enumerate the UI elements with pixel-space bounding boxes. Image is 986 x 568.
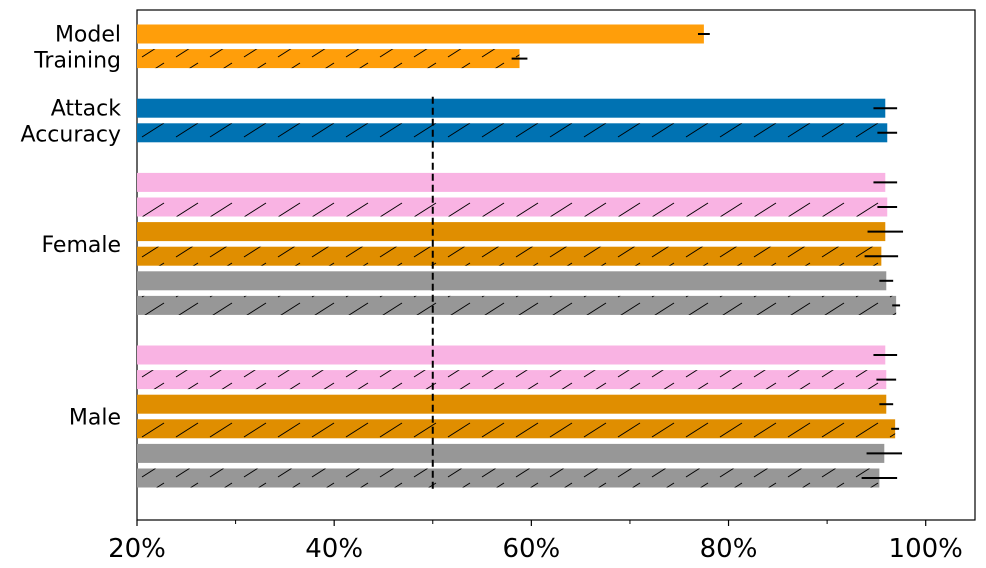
bar	[137, 443, 885, 463]
group-label: Attack	[51, 97, 121, 122]
x-tick-label: 100%	[889, 534, 963, 564]
bar-hatch	[137, 419, 896, 439]
x-tick-label: 80%	[700, 534, 758, 564]
bar	[137, 345, 886, 365]
bar-hatch	[137, 370, 887, 390]
bar-hatch	[137, 468, 880, 488]
bar-hatch	[137, 197, 888, 217]
bar	[137, 98, 886, 118]
bar	[137, 222, 886, 242]
bar-hatch	[137, 123, 888, 143]
x-tick-label: 20%	[108, 534, 166, 564]
group-label: Female	[41, 233, 121, 258]
group-label: Male	[69, 406, 121, 431]
group-label: Accuracy	[21, 123, 121, 148]
group-label: Model	[55, 22, 121, 47]
bar-hatch	[137, 246, 882, 266]
group-label: Training	[33, 48, 121, 73]
bar-hatch	[137, 49, 520, 69]
x-tick-label: 40%	[305, 534, 363, 564]
bar	[137, 271, 887, 291]
x-tick-label: 60%	[502, 534, 560, 564]
bar	[137, 172, 886, 192]
bar	[137, 394, 887, 414]
bar	[137, 24, 704, 44]
bar-hatch	[137, 295, 897, 315]
